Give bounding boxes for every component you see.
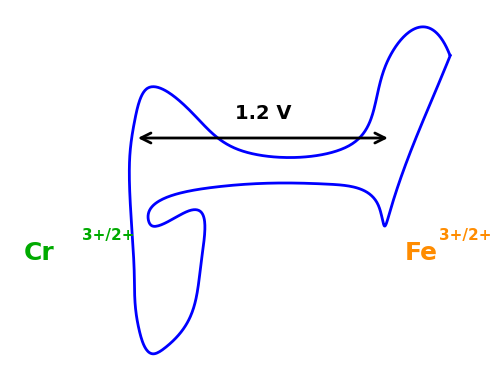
Text: 3+/2+: 3+/2+ <box>82 228 134 243</box>
Text: Cr: Cr <box>24 241 55 265</box>
Text: 1.2 V: 1.2 V <box>234 104 291 123</box>
Text: 3+/2+: 3+/2+ <box>439 228 492 243</box>
Text: Fe: Fe <box>405 241 438 265</box>
